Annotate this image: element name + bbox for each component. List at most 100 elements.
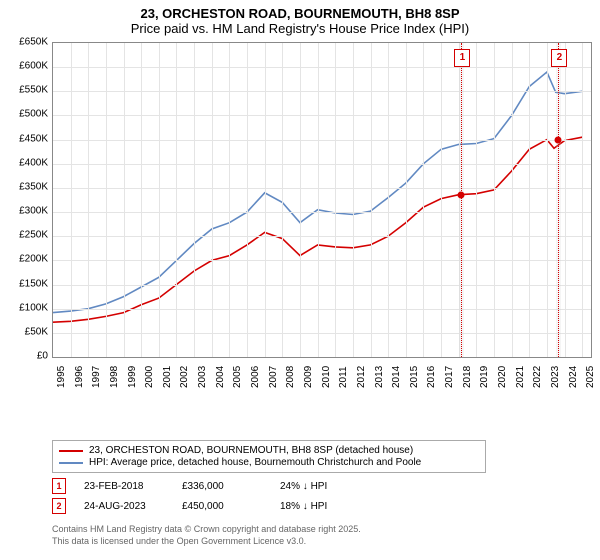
plot-area: 12 (52, 42, 592, 358)
gridline-h (53, 164, 591, 165)
transaction-marker-1: 1 (52, 478, 66, 494)
x-axis-label: 2007 (268, 366, 279, 388)
x-axis-label: 2020 (497, 366, 508, 388)
gridline-h (53, 67, 591, 68)
transaction-price-2: £450,000 (182, 501, 280, 512)
x-axis-label: 1999 (127, 366, 138, 388)
legend-row-hpi: HPI: Average price, detached house, Bour… (59, 457, 479, 468)
gridline-v (512, 43, 513, 357)
y-axis-label: £150K (2, 278, 48, 289)
gridline-v (194, 43, 195, 357)
gridline-v (159, 43, 160, 357)
legend-label-price-paid: 23, ORCHESTON ROAD, BOURNEMOUTH, BH8 8SP… (89, 445, 413, 456)
legend-swatch-hpi (59, 462, 83, 464)
x-axis-label: 2014 (391, 366, 402, 388)
x-axis-label: 2006 (250, 366, 261, 388)
y-axis-label: £350K (2, 181, 48, 192)
x-axis-label: 2015 (409, 366, 420, 388)
gridline-v (494, 43, 495, 357)
title-subtitle: Price paid vs. HM Land Registry's House … (0, 21, 600, 36)
x-axis-label: 2013 (374, 366, 385, 388)
y-axis-label: £0 (2, 351, 48, 362)
x-axis-label: 2018 (462, 366, 473, 388)
gridline-v (106, 43, 107, 357)
transaction-flag: 2 (551, 49, 567, 67)
line-layer (53, 43, 591, 357)
gridline-h (53, 285, 591, 286)
transaction-date-2: 24-AUG-2023 (84, 501, 182, 512)
x-axis-label: 2009 (303, 366, 314, 388)
gridline-v (371, 43, 372, 357)
x-axis-label: 2003 (197, 366, 208, 388)
x-axis-label: 2004 (215, 366, 226, 388)
title-block: 23, ORCHESTON ROAD, BOURNEMOUTH, BH8 8SP… (0, 0, 600, 36)
gridline-v (176, 43, 177, 357)
gridline-v (335, 43, 336, 357)
x-axis-label: 2023 (550, 366, 561, 388)
x-axis-label: 1996 (74, 366, 85, 388)
y-axis-label: £50K (2, 326, 48, 337)
gridline-v (212, 43, 213, 357)
gridline-v (441, 43, 442, 357)
gridline-v (141, 43, 142, 357)
x-axis-label: 2008 (285, 366, 296, 388)
gridline-v (318, 43, 319, 357)
legend-label-hpi: HPI: Average price, detached house, Bour… (89, 457, 421, 468)
gridline-v (476, 43, 477, 357)
gridline-v (388, 43, 389, 357)
gridline-v (229, 43, 230, 357)
x-axis-label: 1998 (109, 366, 120, 388)
gridline-v (565, 43, 566, 357)
x-axis-label: 2001 (162, 366, 173, 388)
gridline-v (88, 43, 89, 357)
y-axis-label: £500K (2, 109, 48, 120)
y-axis-label: £100K (2, 302, 48, 313)
x-axis-label: 2000 (144, 366, 155, 388)
gridline-v (406, 43, 407, 357)
x-axis-label: 2011 (338, 366, 349, 388)
x-axis-label: 2002 (179, 366, 190, 388)
transaction-row-2: 2 24-AUG-2023 £450,000 18% ↓ HPI (52, 498, 378, 514)
transaction-point (458, 191, 465, 198)
x-axis-label: 2016 (426, 366, 437, 388)
y-axis-label: £400K (2, 157, 48, 168)
gridline-h (53, 260, 591, 261)
footer-attribution: Contains HM Land Registry data © Crown c… (52, 524, 361, 547)
gridline-h (53, 91, 591, 92)
transactions-table: 1 23-FEB-2018 £336,000 24% ↓ HPI 2 24-AU… (52, 478, 378, 518)
x-axis-label: 2021 (515, 366, 526, 388)
gridline-h (53, 236, 591, 237)
gridline-v (529, 43, 530, 357)
gridline-v (282, 43, 283, 357)
gridline-v (300, 43, 301, 357)
y-axis-label: £250K (2, 230, 48, 241)
gridline-v (547, 43, 548, 357)
x-axis-label: 2010 (321, 366, 332, 388)
footer-line2: This data is licensed under the Open Gov… (52, 536, 361, 548)
gridline-v (247, 43, 248, 357)
x-axis-label: 2022 (532, 366, 543, 388)
y-axis-label: £200K (2, 254, 48, 265)
y-axis-label: £550K (2, 85, 48, 96)
gridline-v (265, 43, 266, 357)
gridline-h (53, 309, 591, 310)
y-axis-label: £300K (2, 206, 48, 217)
gridline-h (53, 140, 591, 141)
transaction-delta-2: 18% ↓ HPI (280, 501, 378, 512)
chart-container: 23, ORCHESTON ROAD, BOURNEMOUTH, BH8 8SP… (0, 0, 600, 560)
legend-row-price-paid: 23, ORCHESTON ROAD, BOURNEMOUTH, BH8 8SP… (59, 445, 479, 456)
x-axis-label: 2025 (585, 366, 596, 388)
gridline-v (124, 43, 125, 357)
transaction-vline (461, 43, 462, 357)
x-axis-label: 2017 (444, 366, 455, 388)
x-axis-label: 2024 (568, 366, 579, 388)
transaction-point (555, 136, 562, 143)
transaction-marker-2: 2 (52, 498, 66, 514)
gridline-v (423, 43, 424, 357)
legend-swatch-price-paid (59, 450, 83, 452)
x-axis-label: 2005 (232, 366, 243, 388)
footer-line1: Contains HM Land Registry data © Crown c… (52, 524, 361, 536)
x-axis-label: 1997 (91, 366, 102, 388)
gridline-h (53, 188, 591, 189)
transaction-date-1: 23-FEB-2018 (84, 481, 182, 492)
